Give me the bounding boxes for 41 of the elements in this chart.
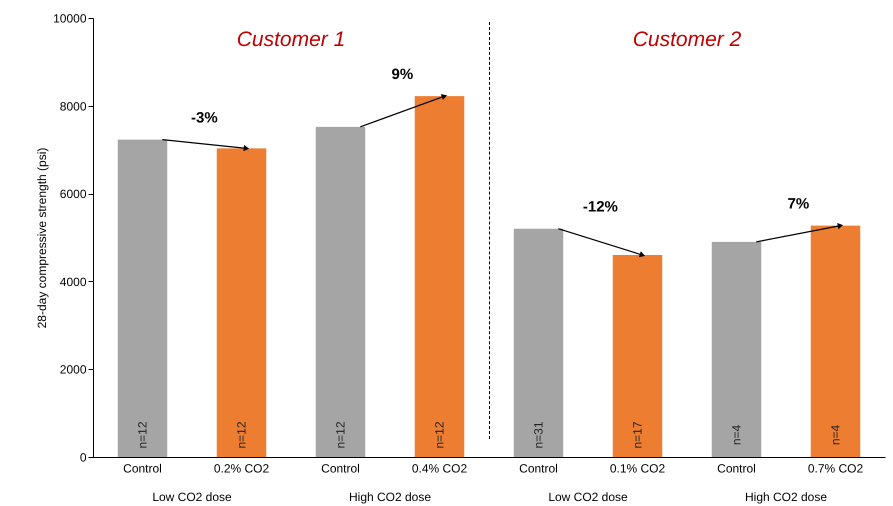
x-tick-label: Control [717,462,756,476]
annotation: n=17 [630,421,644,449]
x-tick-label: Control [123,462,162,476]
annotation: n=4 [730,424,744,446]
text: High CO2 dose [348,490,432,504]
bar [414,96,464,457]
x-tick-label: 0.2% CO2 [214,462,270,476]
text: High CO2 dose [744,490,828,504]
bar [514,228,564,457]
y-tick-label: 6000 [60,187,87,202]
bar [216,148,266,457]
y-tick-label: 0 [80,450,87,464]
annotation: -12% [582,198,618,216]
annotation: n=12 [334,421,348,449]
x-tick-label: Control [321,462,360,476]
x-tick-label: 0.1% CO2 [610,462,666,476]
y-tick-label: 8000 [60,99,87,114]
annotation: n=12 [234,421,248,449]
y-tick-label: 4000 [60,274,87,289]
text: Low CO2 dose [152,490,232,504]
annotation: Customer 2 [632,28,742,51]
y-tick-label: 10000 [53,12,87,26]
annotation: 7% [788,196,810,213]
annotation: Customer 1 [236,28,346,51]
bar [316,126,366,457]
text: Low CO2 dose [548,490,628,504]
y-tick-label: 2000 [60,362,87,377]
annotation: n=4 [828,424,842,446]
bar [712,242,762,457]
annotation: 9% [392,66,414,84]
x-tick-label: 0.7% CO2 [808,462,864,476]
bar [810,226,860,457]
y-axis-title: 28-day compressive strength (psi) [35,148,50,328]
annotation: n=31 [532,421,546,449]
x-tick-label: Control [519,462,558,476]
annotation: n=12 [432,421,446,449]
bar [118,140,168,457]
annotation: n=12 [136,421,150,449]
bar [612,255,662,457]
annotation: -3% [191,110,218,127]
x-tick-label: 0.4% CO2 [412,462,468,476]
